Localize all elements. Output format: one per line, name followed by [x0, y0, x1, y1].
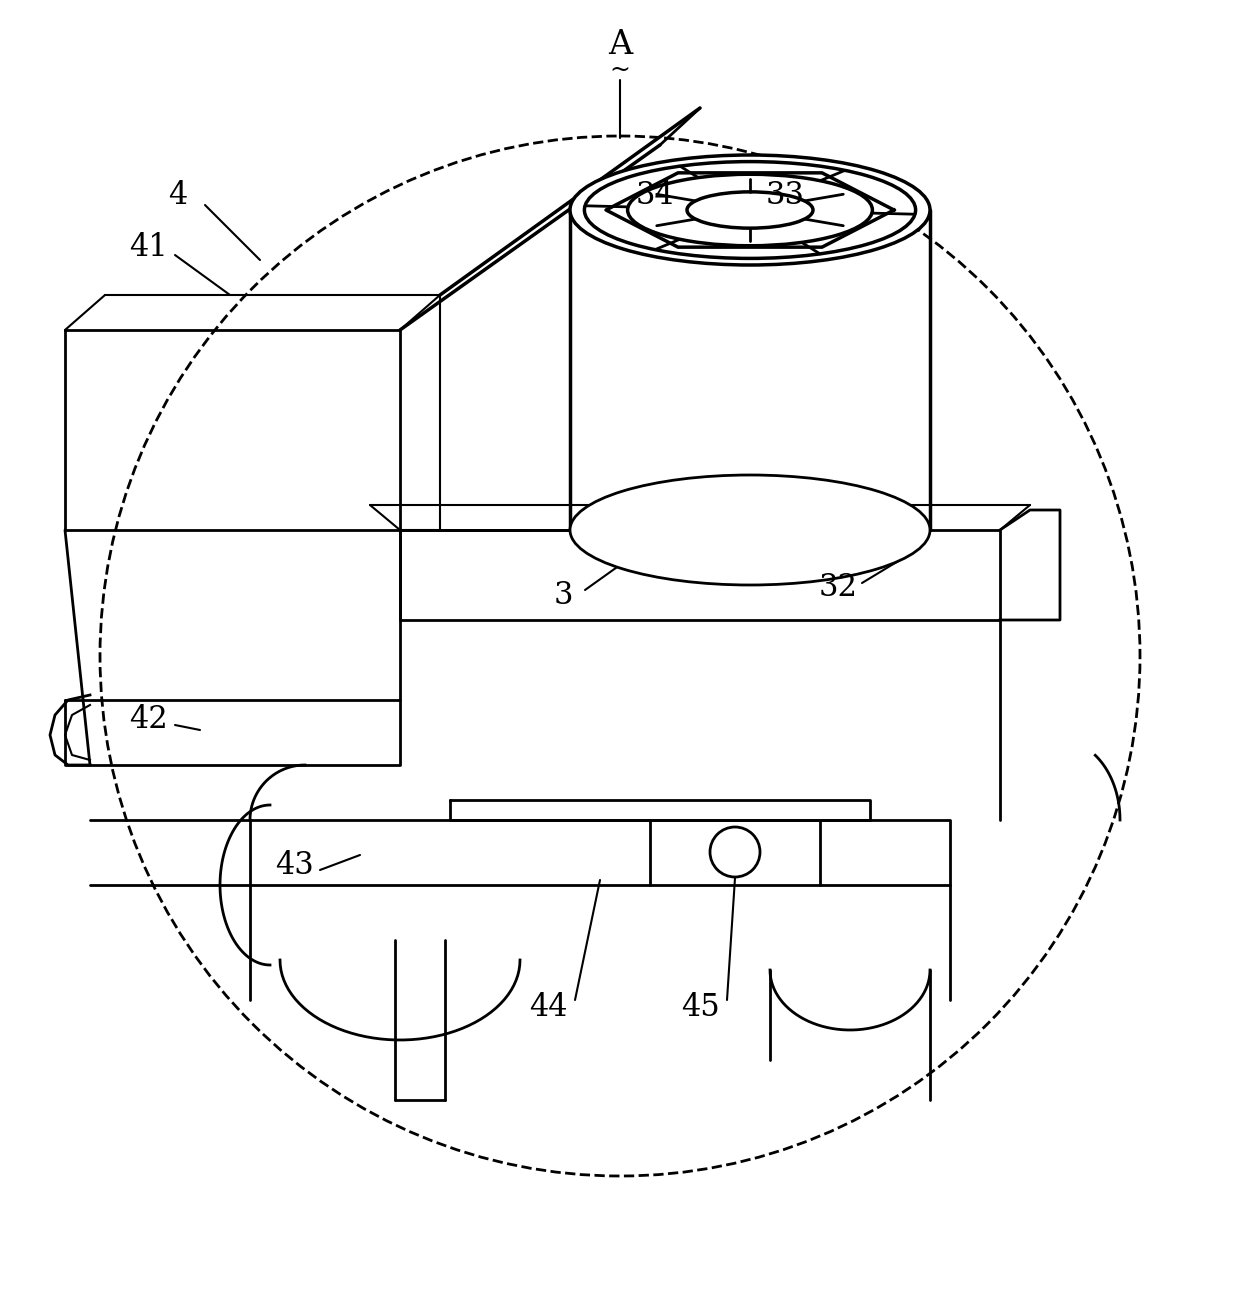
Ellipse shape — [570, 155, 930, 265]
Text: 45: 45 — [681, 992, 719, 1023]
Text: 32: 32 — [818, 572, 858, 604]
Text: 34: 34 — [636, 180, 675, 210]
Text: A: A — [608, 29, 632, 60]
Text: ~: ~ — [610, 59, 630, 81]
Text: 3: 3 — [553, 580, 573, 610]
Ellipse shape — [570, 475, 930, 585]
Text: 44: 44 — [528, 992, 567, 1023]
Text: 43: 43 — [275, 849, 315, 880]
Text: 42: 42 — [129, 705, 167, 736]
Text: 41: 41 — [129, 232, 167, 264]
Circle shape — [100, 136, 1140, 1176]
Text: 33: 33 — [765, 180, 805, 210]
Text: 4: 4 — [169, 180, 187, 210]
